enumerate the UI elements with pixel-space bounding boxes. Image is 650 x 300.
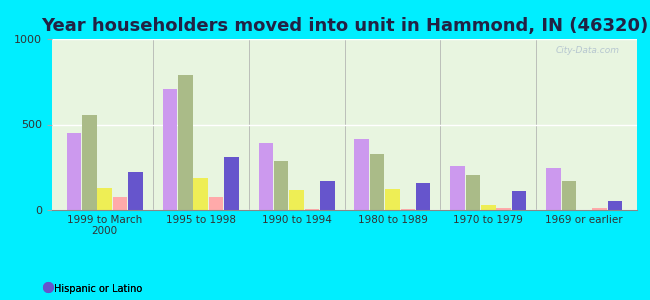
Bar [320, 181, 335, 210]
Bar [162, 88, 177, 210]
Bar [400, 209, 415, 210]
Bar [209, 197, 224, 210]
Text: City-Data.com: City-Data.com [556, 46, 619, 55]
Bar [98, 188, 112, 210]
Bar [193, 178, 208, 210]
Bar [128, 172, 143, 210]
Bar [354, 139, 369, 210]
Bar [562, 181, 576, 210]
Bar [608, 201, 622, 210]
Bar [224, 157, 239, 210]
Bar [465, 175, 480, 210]
Bar [113, 197, 127, 210]
Bar [370, 154, 384, 210]
Bar [274, 161, 289, 210]
Bar [67, 133, 81, 210]
Bar [178, 75, 192, 210]
Bar [512, 191, 526, 210]
Bar [385, 189, 400, 210]
Bar [289, 190, 304, 210]
Legend: Hispanic or Latino: Hispanic or Latino [45, 283, 142, 293]
Title: Year householders moved into unit in Hammond, IN (46320): Year householders moved into unit in Ham… [41, 17, 648, 35]
Bar [546, 168, 561, 210]
Bar [305, 209, 319, 210]
Bar [416, 184, 430, 210]
Bar [592, 208, 607, 210]
Bar [259, 143, 273, 210]
Bar [481, 205, 496, 210]
Bar [82, 115, 97, 210]
Bar [450, 167, 465, 210]
Bar [497, 208, 511, 210]
